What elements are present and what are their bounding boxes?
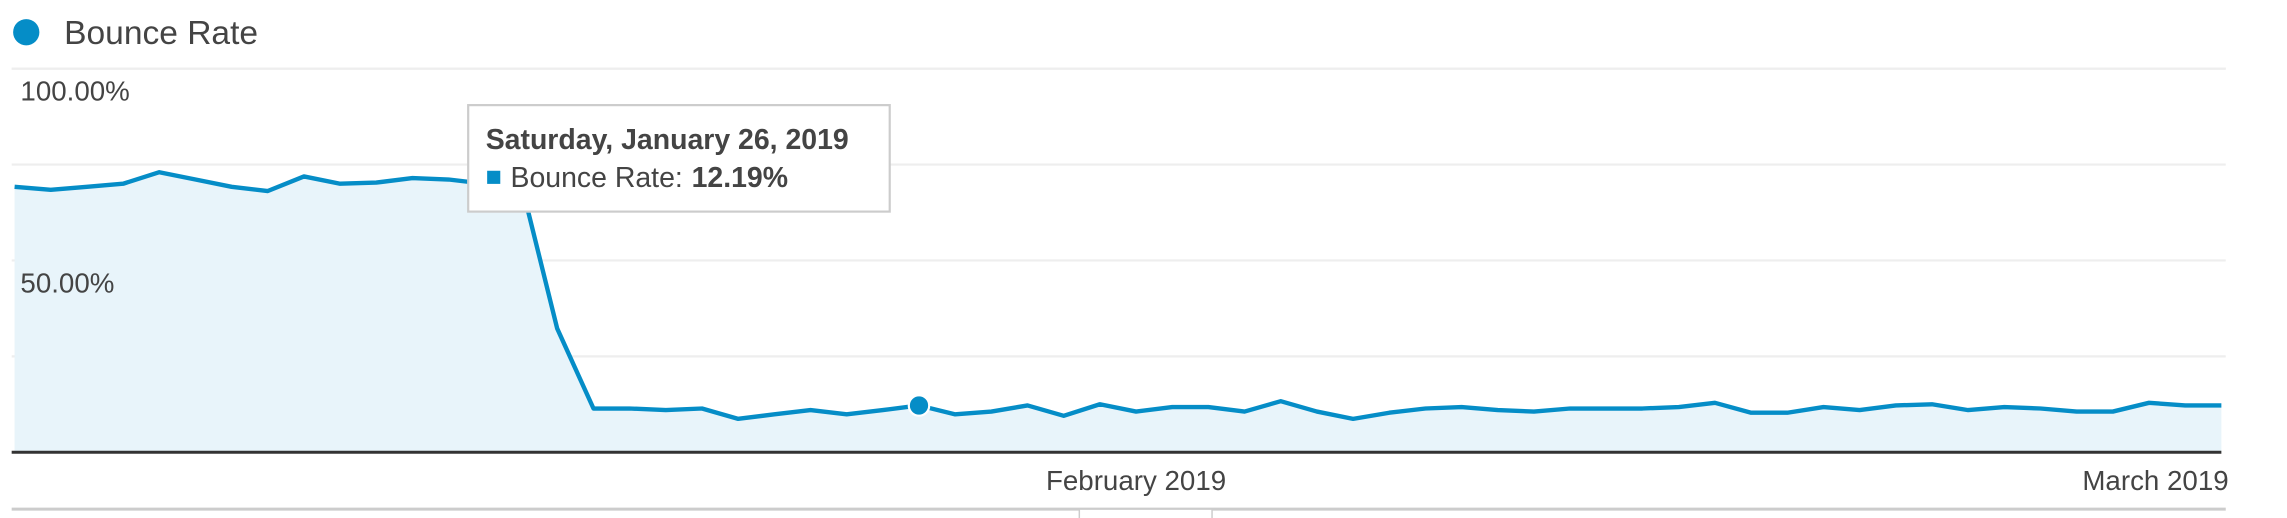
x-tick-label: March 2019 (2082, 465, 2228, 496)
tooltip: Saturday, January 26, 2019 Bounce Rate: 12… (467, 104, 891, 213)
x-tick-label: February 2019 (1046, 465, 1226, 496)
point (907, 394, 931, 417)
tooltip-label: Bounce Rate: 12.19% (510, 162, 788, 194)
legend-marker (13, 19, 40, 46)
area (14, 172, 2222, 453)
scroll-tab[interactable] (1078, 508, 1213, 518)
tooltip-box (467, 104, 891, 213)
y-tick-label: 50.00% (20, 268, 114, 299)
tooltip-title: Saturday, January 26, 2019 (486, 124, 849, 156)
y-tick-label: 100.00% (20, 76, 129, 107)
line (14, 170, 2222, 422)
legend-label: Bounce Rate (64, 15, 258, 52)
tooltip-swatch (487, 170, 501, 184)
tooltip-series: Bounce Rate: (510, 162, 682, 194)
tooltip-value: 12.19% (692, 162, 788, 194)
